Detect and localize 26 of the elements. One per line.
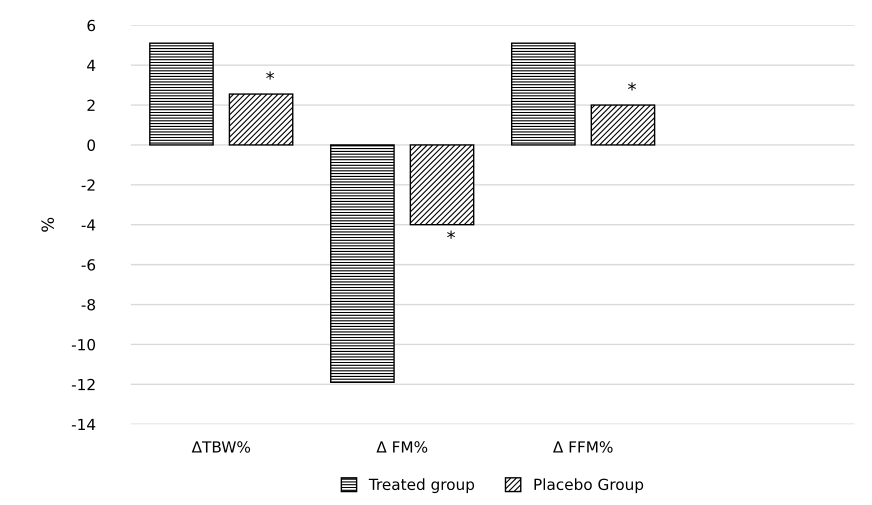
x-tick-label: Δ FM% <box>376 441 428 453</box>
y-tick-label: 2 <box>87 100 95 111</box>
bar <box>149 42 214 146</box>
legend-label: Placebo Group <box>534 478 644 494</box>
x-tick-label: Δ FFM% <box>552 441 613 453</box>
y-tick-label: -14 <box>72 418 96 430</box>
bar <box>228 93 294 146</box>
y-tick-label: -6 <box>82 259 96 271</box>
y-tick-label: 0 <box>87 139 96 151</box>
y-tick-label: -10 <box>72 338 96 350</box>
y-tick-label: 4 <box>87 60 96 71</box>
legend-label: Treated group <box>368 478 474 494</box>
annotation: * <box>447 230 456 239</box>
y-tick-label: -12 <box>72 378 95 390</box>
bar <box>330 144 395 384</box>
x-tick-label: ΔTBW% <box>192 441 250 453</box>
y-tick-label: -2 <box>82 179 95 191</box>
annotation: * <box>266 71 274 80</box>
bar <box>510 42 576 146</box>
annotation: * <box>628 82 636 91</box>
y-tick-label: -4 <box>82 219 96 231</box>
bar <box>590 104 656 146</box>
y-tick-label: 6 <box>87 20 96 32</box>
y-tick-label: -8 <box>82 298 96 311</box>
y-axis-title: % <box>41 218 54 232</box>
bar <box>410 144 474 226</box>
